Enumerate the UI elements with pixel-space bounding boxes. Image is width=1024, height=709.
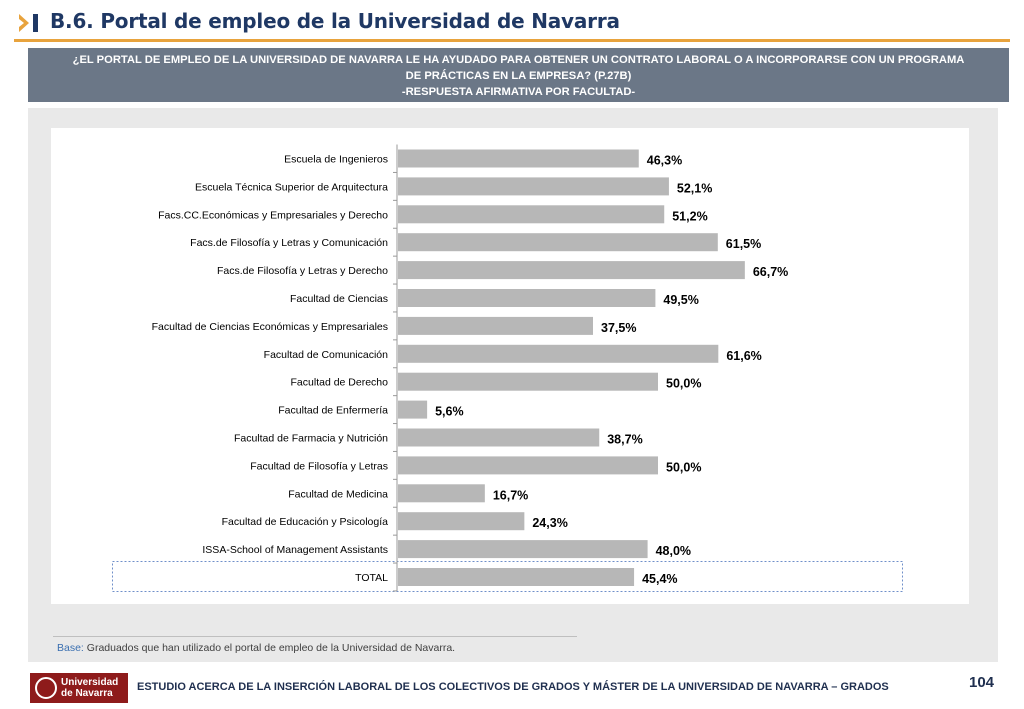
question-banner: ¿EL PORTAL DE EMPLEO DE LA UNIVERSIDAD D… bbox=[28, 48, 1009, 102]
base-note-label: Base: bbox=[57, 642, 84, 654]
title-divider bbox=[14, 39, 1010, 42]
base-divider bbox=[53, 636, 577, 637]
base-note-text: Graduados que han utilizado el portal de… bbox=[83, 642, 456, 654]
seal-icon bbox=[35, 677, 57, 699]
logo-line-1: Universidad bbox=[61, 677, 119, 688]
logo-text: Universidad de Navarra bbox=[61, 677, 118, 699]
university-logo: Universidad de Navarra bbox=[30, 673, 128, 703]
footer-text: ESTUDIO ACERCA DE LA INSERCIÓN LABORAL D… bbox=[137, 681, 889, 693]
question-line-3: -RESPUESTA AFIRMATIVA POR FACULTAD- bbox=[401, 86, 636, 98]
logo-line-2: de Navarra bbox=[61, 688, 113, 699]
chart-area bbox=[51, 128, 969, 604]
chevron-bar-icon bbox=[18, 12, 40, 34]
page-title: B.6. Portal de empleo de la Universidad … bbox=[50, 9, 620, 33]
base-note: Base: Graduados que han utilizado el por… bbox=[57, 642, 455, 654]
question-line-2: DE PRÁCTICAS EN LA EMPRESA? (P.27B) bbox=[405, 70, 632, 82]
page-number: 104 bbox=[969, 674, 995, 691]
question-line-1: ¿EL PORTAL DE EMPLEO DE LA UNIVERSIDAD D… bbox=[72, 54, 965, 66]
